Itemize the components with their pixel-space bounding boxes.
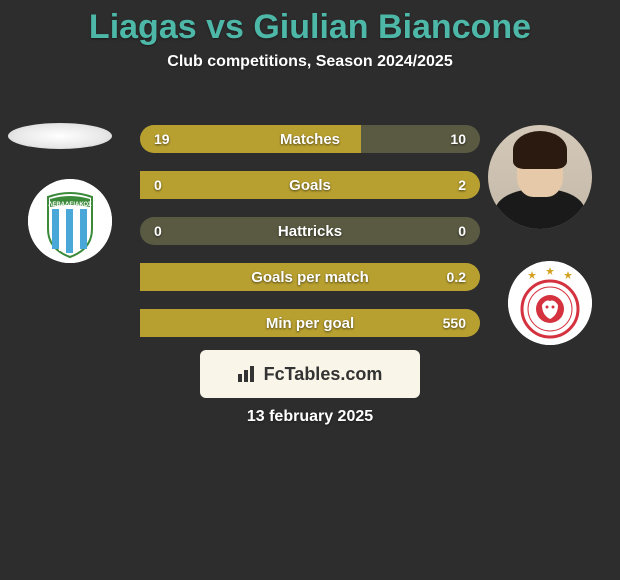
fctables-logo: FcTables.com	[200, 350, 420, 398]
bar-chart-icon	[238, 366, 258, 382]
stat-label: Goals	[140, 177, 480, 194]
stat-value-right: 10	[450, 131, 466, 147]
stats-list: 19Matches100Goals20Hattricks0Goals per m…	[140, 125, 480, 355]
player-right-avatar	[488, 125, 592, 229]
player-left-avatar	[8, 123, 112, 149]
comparison-card: Liagas vs Giulian Biancone Club competit…	[0, 0, 620, 580]
stat-row: 19Matches10	[140, 125, 480, 153]
olympiacos-crest-icon	[508, 261, 592, 345]
stat-row: 0Hattricks0	[140, 217, 480, 245]
stat-label: Matches	[140, 131, 480, 148]
stat-value-right: 0.2	[447, 269, 466, 285]
player-hair-shape	[513, 131, 567, 169]
comparison-date: 13 february 2025	[0, 408, 620, 426]
stat-row: Goals per match0.2	[140, 263, 480, 291]
stat-label: Hattricks	[140, 223, 480, 240]
stat-label: Goals per match	[140, 269, 480, 286]
stat-row: 0Goals2	[140, 171, 480, 199]
stat-value-right: 550	[443, 315, 466, 331]
stat-label: Min per goal	[140, 315, 480, 332]
logo-text: FcTables.com	[264, 364, 383, 385]
stat-value-right: 2	[458, 177, 466, 193]
club-right-crest	[508, 261, 592, 345]
subtitle: Club competitions, Season 2024/2025	[0, 53, 620, 71]
club-left-crest: ΛΕΒΑΔΕΙΑΚΟΣ	[28, 179, 112, 263]
stat-row: Min per goal550	[140, 309, 480, 337]
stat-value-right: 0	[458, 223, 466, 239]
svg-text:ΛΕΒΑΔΕΙΑΚΟΣ: ΛΕΒΑΔΕΙΑΚΟΣ	[48, 202, 92, 208]
levadiakos-crest-icon: ΛΕΒΑΔΕΙΑΚΟΣ	[28, 179, 112, 263]
page-title: Liagas vs Giulian Biancone	[0, 0, 620, 47]
